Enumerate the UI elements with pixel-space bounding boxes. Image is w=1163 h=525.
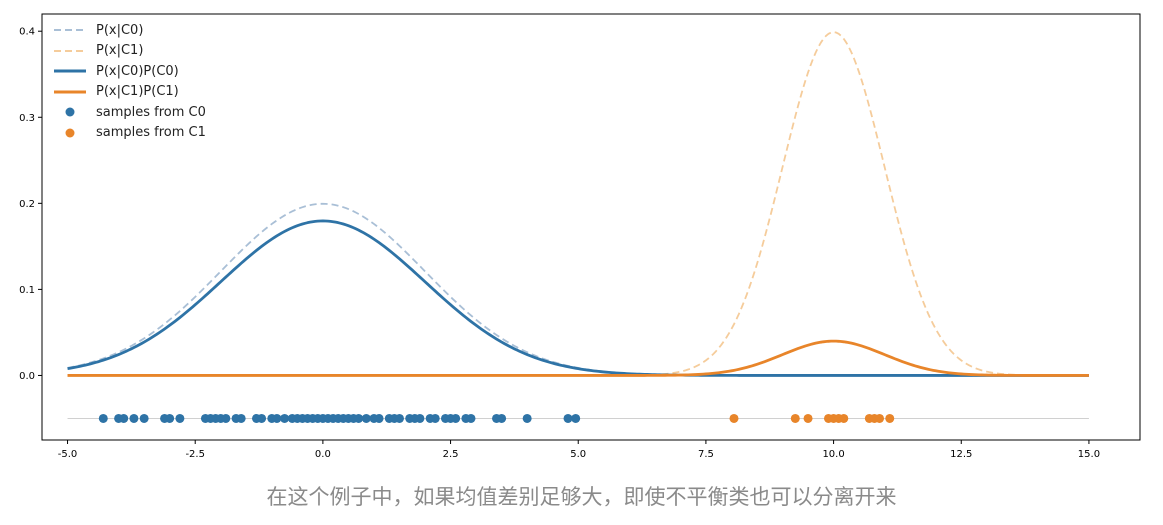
legend-line-icon [50, 65, 92, 77]
sample-point-c0 [361, 413, 371, 423]
y-axis: 0.0 0.1 0.2 0.3 0.4 [19, 27, 42, 382]
chart-canvas: -5.0 -2.5 0.0 2.5 5.0 7.5 10.0 12.5 15.0 0.00.10… [19, 13, 1141, 460]
sample-point-c0 [497, 413, 507, 423]
sample-point-c0 [374, 413, 384, 423]
y-tick-label: 0.2 [19, 199, 35, 210]
sample-point-c0 [221, 413, 231, 423]
y-tick-label: 0.4 [19, 27, 35, 38]
series-line-1 [67, 202, 1089, 377]
series-line-4 [67, 339, 1089, 377]
legend-label: P(x|C1)P(C1) [96, 84, 179, 100]
legend-label: samples from C1 [96, 125, 206, 141]
sample-point-c0 [280, 413, 290, 423]
sample-point-c0 [129, 413, 139, 423]
legend-entry: samples from C0 [50, 102, 206, 123]
legend-label: P(x|C0)P(C0) [96, 63, 179, 79]
sample-point-c0 [236, 413, 246, 423]
x-tick-label: -2.5 [185, 449, 205, 460]
sample-point-c0 [522, 413, 532, 423]
sample-point-c0 [139, 413, 149, 423]
sample-point-c0 [165, 413, 175, 423]
legend-dot-icon [50, 106, 92, 118]
legend: P(x|C0) P(x|C1) P(x|C0)P(C0) P(x|C1)P(C1… [50, 20, 206, 143]
sample-point-c1 [803, 413, 813, 423]
y-tick-label: 0.1 [19, 285, 35, 296]
legend-entry: P(x|C0) [50, 20, 206, 41]
sample-point-c1 [790, 413, 800, 423]
sample-point-c0 [415, 413, 425, 423]
plot-frame [41, 13, 1141, 441]
sample-point-c0 [571, 413, 581, 423]
legend-dot-icon [50, 127, 92, 139]
legend-label: P(x|C1) [96, 43, 144, 59]
sample-point-c1 [839, 413, 849, 423]
x-tick-label: 15.0 [1078, 449, 1100, 460]
samples-layer [67, 413, 1089, 423]
sample-point-c1 [885, 413, 895, 423]
legend-entry: samples from C1 [50, 123, 206, 144]
sample-point-c1 [875, 413, 885, 423]
y-tick-label: 0.3 [19, 113, 35, 124]
sample-point-c0 [563, 413, 573, 423]
sample-point-c0 [466, 413, 476, 423]
sample-point-c0 [394, 413, 404, 423]
y-tick-label: 0.0 [19, 371, 35, 382]
x-tick-label: 12.5 [950, 449, 972, 460]
sample-point-c0 [119, 413, 129, 423]
sample-point-c1 [729, 413, 739, 423]
figure-caption: 在这个例子中，如果均值差别足够大，即使不平衡类也可以分离开来 [266, 485, 897, 509]
x-tick-label: 0.0 [315, 449, 331, 460]
x-axis: -5.0 -2.5 0.0 2.5 5.0 7.5 10.0 12.5 15.0 [58, 440, 1100, 460]
legend-entry: P(x|C1)P(C1) [50, 82, 206, 103]
legend-label: samples from C0 [96, 104, 206, 120]
series-line-2 [67, 31, 1089, 377]
legend-entry: P(x|C1) [50, 41, 206, 62]
sample-point-c0 [272, 413, 282, 423]
sample-point-c0 [451, 413, 461, 423]
sample-point-c0 [430, 413, 440, 423]
x-tick-label: -5.0 [58, 449, 78, 460]
x-tick-label: 5.0 [570, 449, 586, 460]
x-tick-label: 2.5 [443, 449, 459, 460]
legend-dashed-line-icon [50, 45, 92, 57]
sample-point-c0 [257, 413, 267, 423]
curves-layer [67, 31, 1089, 377]
series-line-3 [67, 219, 1089, 377]
legend-label: P(x|C0) [96, 22, 144, 38]
x-tick-label: 10.0 [822, 449, 844, 460]
x-tick-label: 7.5 [698, 449, 714, 460]
sample-point-c0 [354, 413, 364, 423]
legend-dashed-line-icon [50, 24, 92, 36]
legend-line-icon [50, 86, 92, 98]
sample-point-c0 [98, 413, 108, 423]
sample-point-c0 [175, 413, 185, 423]
legend-entry: P(x|C0)P(C0) [50, 61, 206, 82]
